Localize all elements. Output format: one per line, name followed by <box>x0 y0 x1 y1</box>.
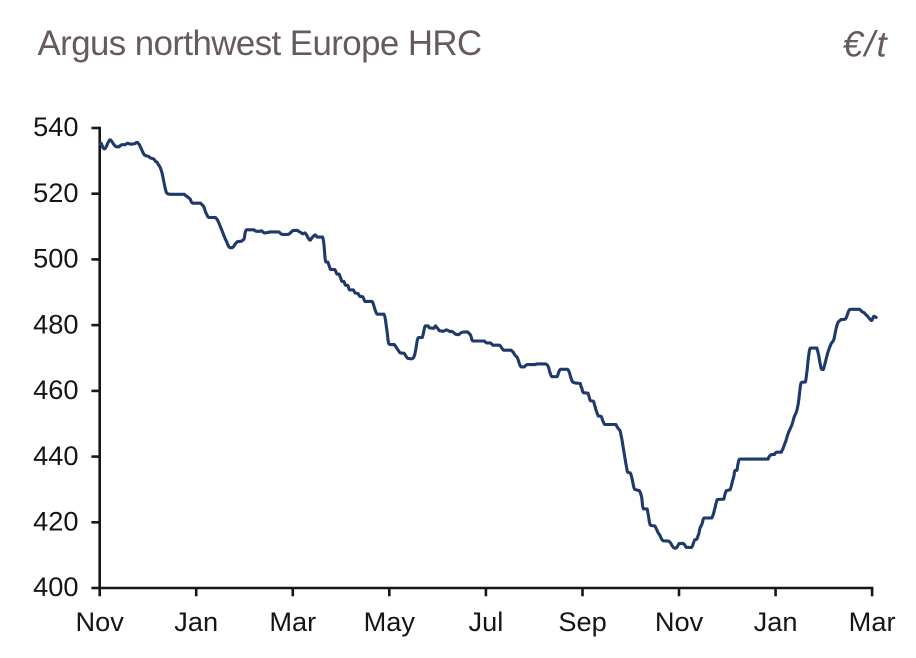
svg-text:520: 520 <box>33 177 78 208</box>
svg-text:500: 500 <box>33 243 78 274</box>
svg-text:Jan: Jan <box>174 606 218 637</box>
svg-text:Argus northwest Europe HRC: Argus northwest Europe HRC <box>38 24 482 63</box>
svg-text:440: 440 <box>33 440 78 471</box>
svg-text:400: 400 <box>33 571 78 602</box>
svg-text:Nov: Nov <box>655 606 704 637</box>
svg-text:Sep: Sep <box>558 606 606 637</box>
svg-text:Jul: Jul <box>469 606 504 637</box>
svg-text:May: May <box>364 606 416 637</box>
svg-text:Mar: Mar <box>849 606 896 637</box>
svg-text:€/t: €/t <box>843 24 889 65</box>
svg-text:Nov: Nov <box>76 606 125 637</box>
svg-text:Mar: Mar <box>269 606 316 637</box>
svg-text:460: 460 <box>33 374 78 405</box>
svg-text:Jan: Jan <box>754 606 798 637</box>
svg-text:480: 480 <box>33 308 78 339</box>
svg-text:540: 540 <box>33 111 78 142</box>
svg-text:420: 420 <box>33 506 78 537</box>
